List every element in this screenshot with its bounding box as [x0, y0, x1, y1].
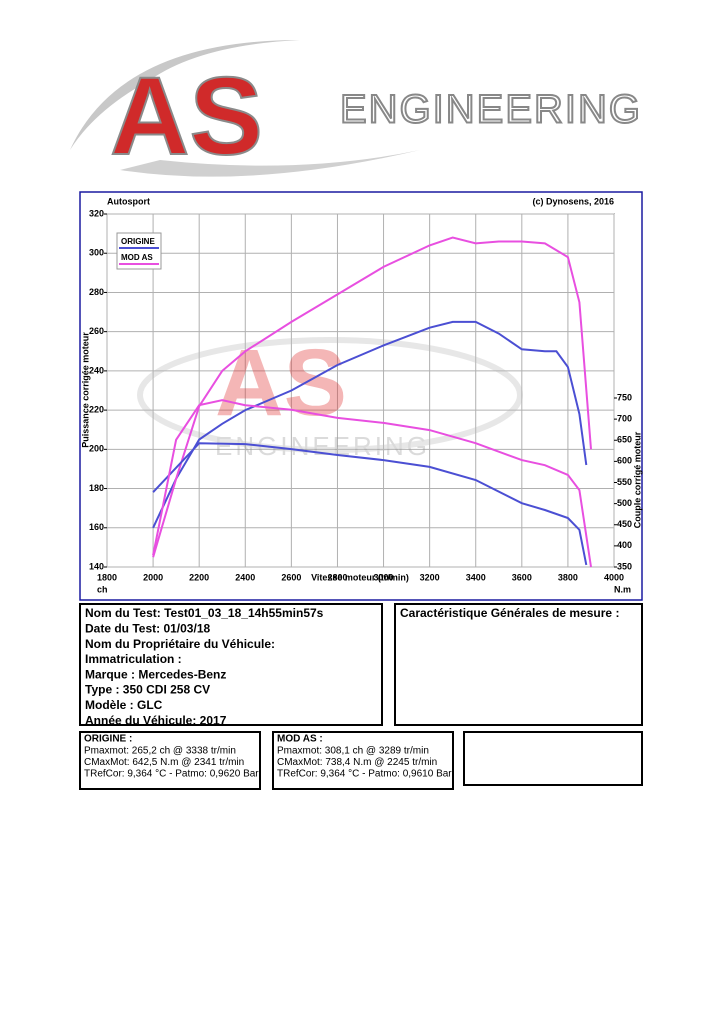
y-tick-label: 140: [89, 561, 104, 571]
empty-box: [463, 731, 643, 786]
x-tick-label: 3000: [374, 572, 394, 582]
logo-swoosh: [70, 40, 300, 150]
y-unit: ch: [97, 584, 108, 594]
test-info-line: Nom du Test: Test01_03_18_14h55min57s: [85, 606, 324, 620]
y2-tick-label: 550: [617, 477, 632, 487]
test-info-line: Immatriculation :: [85, 652, 182, 666]
y-tick-label: 180: [89, 483, 104, 493]
y-tick-label: 320: [89, 208, 104, 218]
x-tick-label: 3800: [558, 572, 578, 582]
test-info-line: Nom du Propriétaire du Véhicule:: [85, 637, 275, 651]
x-tick-label: 2400: [235, 572, 255, 582]
y2-tick-label: 750: [617, 392, 632, 402]
x-tick-label: 3200: [420, 572, 440, 582]
y2-tick-label: 400: [617, 540, 632, 550]
y2-tick-label: 450: [617, 519, 632, 529]
y2-tick-label: 700: [617, 413, 632, 423]
series-line: [152, 442, 588, 566]
y-tick-label: 220: [89, 404, 104, 414]
summary-line: Pmaxmot: 308,1 ch @ 3289 tr/min: [277, 746, 429, 757]
y2-axis-label: Couple corrigé moteur: [632, 431, 642, 528]
y-tick-label: 160: [89, 522, 104, 532]
series-line: [152, 236, 592, 558]
chart-title: Autosport: [107, 196, 150, 206]
logo-swoosh: [120, 150, 420, 177]
test-info-box: [79, 603, 383, 726]
x-tick-label: 2000: [143, 572, 163, 582]
watermark-text: ENGINEERING: [215, 431, 430, 461]
summary-line: TRefCor: 9,364 °C - Patmo: 0,9620 Bar: [84, 769, 259, 780]
x-tick-label: 3400: [466, 572, 486, 582]
summary-box: [79, 731, 261, 790]
test-info-line: Année du Véhicule: 2017: [85, 713, 227, 727]
summary-line: CMaxMot: 738,4 N.m @ 2245 tr/min: [277, 757, 437, 768]
y2-tick-label: 650: [617, 435, 632, 445]
x-axis-label: Vitesse moteur (tr/min): [311, 572, 409, 582]
y-axis-label: Puissance corrigée moteur: [80, 332, 90, 448]
test-info-line: Marque : Mercedes-Benz: [85, 667, 226, 681]
measure-box: [394, 603, 643, 726]
watermark-letters: AS: [215, 330, 347, 436]
x-tick-label: 2600: [281, 572, 301, 582]
summary-line: Pmaxmot: 265,2 ch @ 3338 tr/min: [84, 746, 236, 757]
y2-tick-label: 600: [617, 456, 632, 466]
x-tick-label: 2200: [189, 572, 209, 582]
y-tick-label: 300: [89, 248, 104, 258]
chart-frame: [79, 191, 643, 601]
chart-subtitle: (c) Dynosens, 2016: [532, 196, 614, 206]
y-tick-label: 200: [89, 444, 104, 454]
y-tick-label: 280: [89, 287, 104, 297]
measure-title: Caractéristique Générales de mesure :: [400, 606, 619, 620]
watermark-swoosh: [137, 337, 523, 453]
y2-unit: N.m: [614, 584, 631, 594]
summary-line: CMaxMot: 642,5 N.m @ 2341 tr/min: [84, 757, 244, 768]
logo-text: ENGINEERING: [340, 88, 642, 132]
logo-letters: AS: [110, 55, 263, 178]
test-info-line: Modèle : GLC: [85, 698, 163, 712]
y2-tick-label: 500: [617, 498, 632, 508]
x-tick-label: 1800: [97, 572, 117, 582]
summary-title: ORIGINE :: [84, 734, 132, 745]
y-tick-label: 260: [89, 326, 104, 336]
legend-label: ORIGINE: [121, 237, 155, 246]
legend-label: MOD AS: [121, 253, 153, 262]
logo: AS ENGINEERING: [70, 40, 642, 179]
x-tick-label: 4000: [604, 572, 624, 582]
summary-box: [272, 731, 454, 790]
y-tick-label: 240: [89, 365, 104, 375]
watermark: AS ENGINEERING: [137, 330, 523, 461]
y2-tick-label: 350: [617, 561, 632, 571]
plot-area: [106, 213, 615, 568]
test-info-line: Type : 350 CDI 258 CV: [85, 683, 210, 697]
summary-line: TRefCor: 9,364 °C - Patmo: 0,9610 Bar: [277, 769, 452, 780]
test-info-line: Date du Test: 01/03/18: [85, 621, 210, 635]
series-line: [152, 399, 592, 568]
series-line: [152, 320, 588, 529]
x-tick-label: 3600: [512, 572, 532, 582]
x-tick-label: 2800: [327, 572, 347, 582]
summary-title: MOD AS :: [277, 734, 323, 745]
